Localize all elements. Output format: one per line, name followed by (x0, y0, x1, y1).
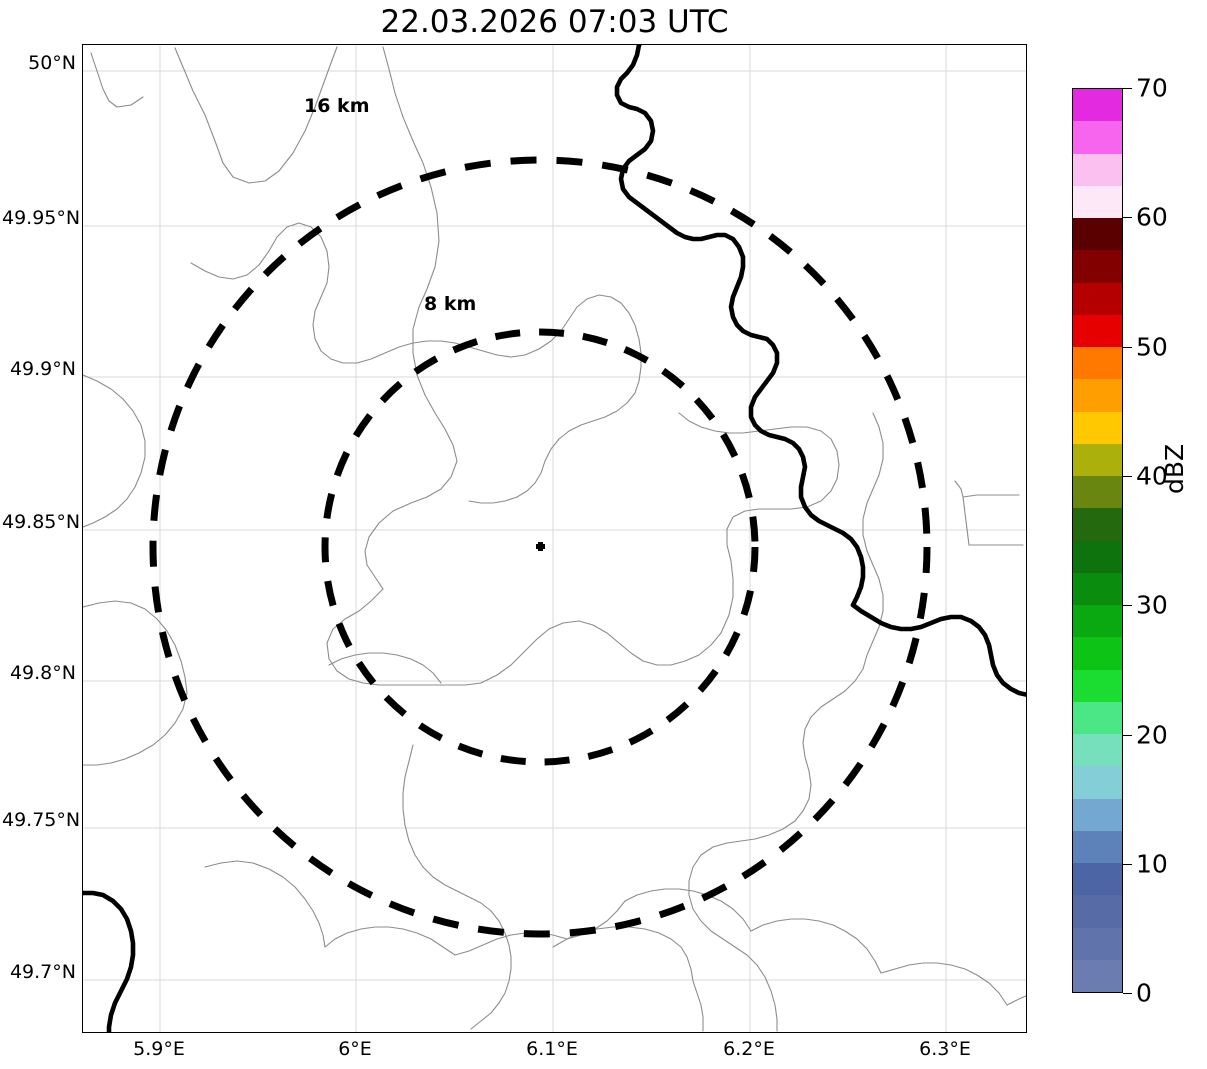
colorbar-tick-label: 40 (1136, 461, 1168, 491)
x-tick-label: 6.2°E (723, 1038, 775, 1060)
radar-site-marker (536, 542, 545, 551)
y-tick-label: 49.9°N (9, 358, 76, 380)
colorbar-band (1073, 411, 1122, 444)
x-tick-label: 6.3°E (919, 1038, 971, 1060)
colorbar-tick-label: 30 (1136, 590, 1168, 620)
y-tick-label: 50°N (28, 52, 76, 74)
colorbar-axis-label: dBZ (1160, 443, 1189, 494)
colorbar[interactable]: 70 60 50 40 30 20 10 0 (1072, 74, 1168, 1008)
colorbar-band (1073, 379, 1122, 412)
colorbar-band (1073, 669, 1122, 702)
y-tick-label: 49.8°N (9, 662, 76, 684)
colorbar-band (1073, 250, 1122, 283)
colorbar-tick (1123, 217, 1132, 218)
y-tick-label: 49.95°N (2, 207, 81, 229)
colorbar-band (1073, 540, 1122, 573)
page-title: 22.03.2026 07:03 UTC (380, 4, 729, 40)
colorbar-band (1073, 637, 1122, 670)
colorbar-band (1073, 863, 1122, 896)
colorbar-band (1073, 89, 1122, 122)
y-tick-label: 49.75°N (2, 809, 81, 831)
radar-map-axes[interactable] (82, 44, 1027, 1033)
colorbar-tick-label: 60 (1136, 202, 1168, 232)
colorbar-tick (1123, 347, 1132, 348)
colorbar-tick-label: 0 (1136, 978, 1152, 1008)
colorbar-band (1073, 153, 1122, 186)
colorbar-tick-label: 20 (1136, 720, 1168, 750)
range-ring-label-16km: 16 km (304, 95, 370, 117)
range-ring-8km (321, 328, 759, 766)
colorbar-band (1073, 959, 1122, 992)
admin-boundaries (83, 46, 1026, 1032)
colorbar-tick (1123, 88, 1132, 89)
colorbar-band (1073, 766, 1122, 799)
x-tick-label: 6.1°E (526, 1038, 578, 1060)
national-border (83, 45, 1026, 1032)
colorbar-band (1073, 734, 1122, 767)
colorbar-band (1073, 218, 1122, 251)
range-ring-16km (149, 156, 931, 938)
colorbar-band (1073, 895, 1122, 928)
range-ring-label-8km: 8 km (424, 293, 477, 315)
x-tick-label: 6°E (338, 1038, 372, 1060)
y-tick-label: 49.7°N (9, 961, 76, 983)
colorbar-tick-label: 50 (1136, 332, 1168, 362)
colorbar-band (1073, 314, 1122, 347)
radar-map-canvas (83, 45, 1026, 1032)
colorbar-band (1073, 185, 1122, 218)
gridlines (83, 45, 1026, 1032)
range-rings (149, 156, 931, 938)
colorbar-tick-label: 10 (1136, 849, 1168, 879)
colorbar-band (1073, 701, 1122, 734)
colorbar-gradient (1072, 88, 1123, 993)
colorbar-tick (1123, 605, 1132, 606)
colorbar-band (1073, 830, 1122, 863)
colorbar-tick (1123, 735, 1132, 736)
y-tick-label: 49.85°N (2, 511, 81, 533)
colorbar-band (1073, 282, 1122, 315)
colorbar-tick (1123, 993, 1132, 994)
colorbar-tick (1123, 476, 1132, 477)
colorbar-band (1073, 605, 1122, 638)
colorbar-band (1073, 443, 1122, 476)
colorbar-band (1073, 572, 1122, 605)
x-tick-label: 5.9°E (133, 1038, 185, 1060)
colorbar-tick (1123, 864, 1132, 865)
colorbar-band (1073, 927, 1122, 960)
colorbar-band (1073, 121, 1122, 154)
colorbar-band (1073, 508, 1122, 541)
colorbar-band (1073, 347, 1122, 380)
colorbar-band (1073, 798, 1122, 831)
colorbar-tick-label: 70 (1136, 73, 1168, 103)
colorbar-band (1073, 476, 1122, 509)
